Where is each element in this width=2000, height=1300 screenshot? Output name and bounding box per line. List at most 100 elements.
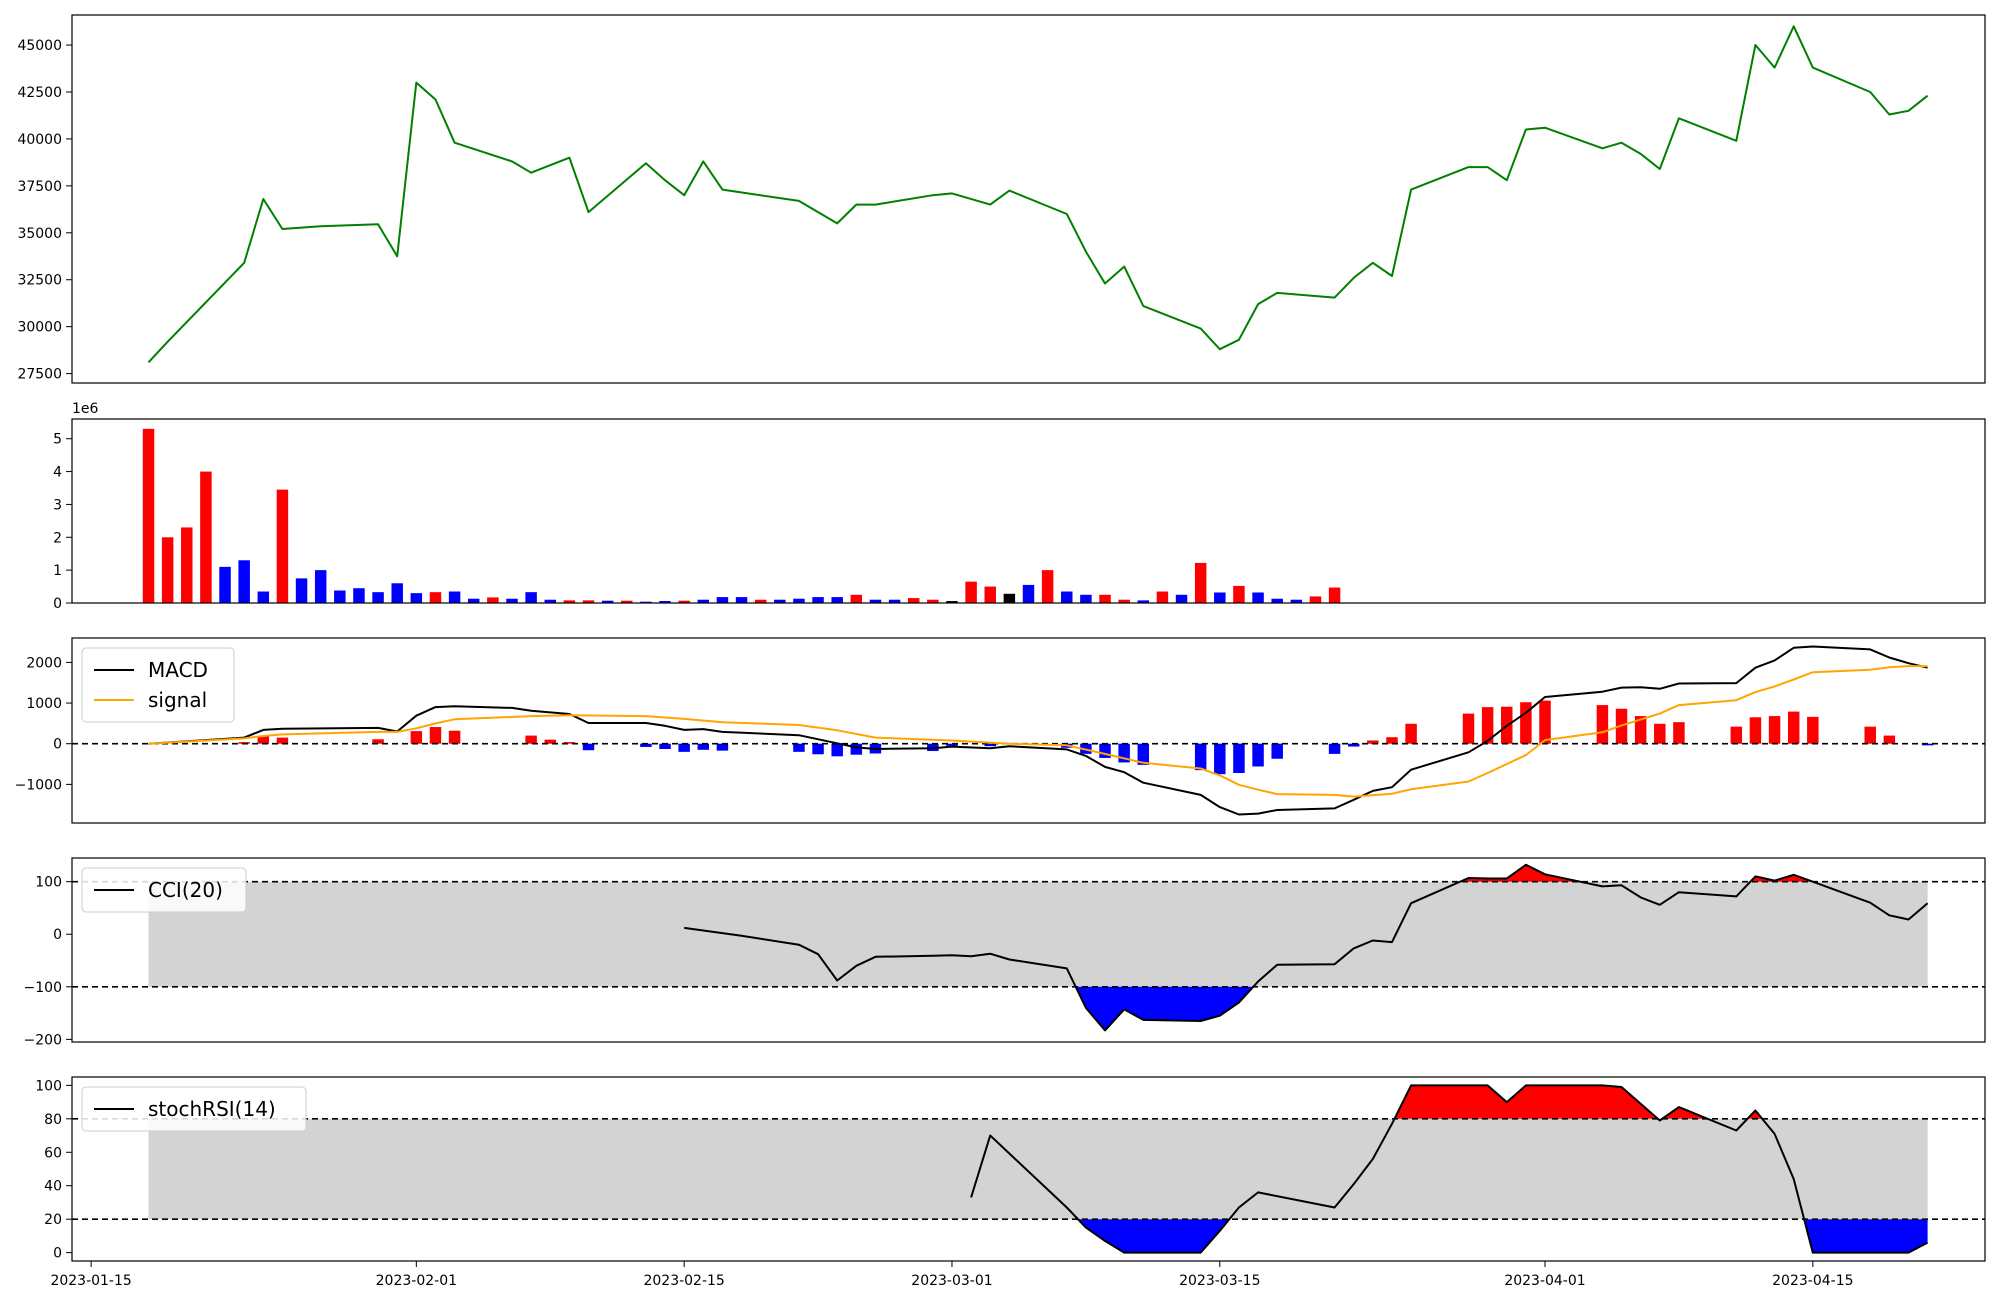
neutral-band	[148, 881, 1928, 987]
legend-box	[81, 647, 235, 723]
volume-bar	[314, 570, 327, 603]
overbought-fill	[1747, 1110, 1763, 1119]
legend-label: CCI(20)	[148, 878, 223, 902]
price-line	[147, 25, 1929, 363]
macd-line	[148, 645, 1928, 816]
macd-histogram-bar	[1596, 705, 1609, 744]
volume-bar	[161, 537, 174, 603]
volume-bar	[487, 597, 499, 603]
macd-histogram-bar	[659, 743, 671, 749]
macd-histogram-bar	[372, 739, 384, 744]
volume-bar	[1309, 596, 1322, 603]
y-tick-label: 2000	[26, 655, 62, 671]
y-tick-label: 32500	[17, 273, 62, 289]
macd-histogram-bar	[276, 737, 289, 744]
volume-bar	[946, 601, 958, 603]
y-tick-label: 0	[53, 927, 62, 943]
macd-histogram-bar	[1137, 743, 1150, 765]
oversold-fill	[1804, 1219, 1928, 1253]
volume-bar	[1214, 592, 1226, 603]
volume-bar	[276, 489, 289, 603]
macd-histogram-bar	[793, 743, 805, 752]
macd-histogram-bar	[1347, 743, 1360, 747]
macd-histogram-bar	[1883, 735, 1896, 744]
volume-bar	[1061, 591, 1073, 603]
volume-bar	[1003, 593, 1016, 603]
macd-histogram-bar	[1233, 743, 1245, 773]
y-tick-label: 3	[53, 497, 62, 513]
volume-bar	[716, 597, 729, 603]
macd-histogram-bar	[1673, 722, 1685, 744]
volume-bar	[200, 471, 212, 603]
volume-bar	[754, 599, 767, 603]
x-tick-label: 2023-04-15	[1772, 1273, 1853, 1289]
legend-box	[81, 867, 247, 913]
volume-bar	[640, 601, 652, 603]
y-tick-label: 0	[53, 1246, 62, 1262]
volume-bar	[1252, 592, 1264, 603]
macd-histogram-bar	[448, 730, 461, 744]
volume-bar	[793, 598, 805, 603]
y-tick-label: 4	[53, 465, 62, 481]
volume-bar	[965, 581, 977, 603]
macd-histogram-bar	[1214, 743, 1226, 775]
panel-stochrsi: 0 20 40 60 80 100 stochRSI(14) 2023-01-15 2023-0…	[35, 1076, 1986, 1289]
volume-bar	[181, 527, 193, 603]
macd-histogram-bar	[831, 743, 843, 757]
macd-histogram-bar	[1730, 726, 1743, 744]
volume-bar	[927, 599, 939, 603]
volume-bar	[850, 594, 863, 603]
volume-bar	[295, 578, 308, 603]
macd-histogram-bar	[1271, 743, 1283, 759]
volume-bar	[1080, 594, 1092, 603]
macd-histogram-bar	[1386, 737, 1398, 744]
signal-line	[148, 665, 1928, 798]
macd-histogram-bar	[544, 739, 556, 744]
volume-bar	[774, 599, 786, 603]
legend-label: stochRSI(14)	[148, 1097, 276, 1121]
legend: stochRSI(14)	[81, 1086, 307, 1132]
y-tick-label: 40000	[17, 132, 62, 148]
y-tick-label: 60	[44, 1145, 62, 1161]
cci-20--line	[684, 863, 1929, 1032]
volume-bar	[831, 597, 843, 603]
axes-frame	[71, 14, 1986, 384]
y-tick-label: 30000	[17, 320, 62, 336]
volume-bar	[219, 566, 231, 603]
macd-histogram-bar	[697, 743, 710, 750]
volume-bar	[544, 599, 556, 603]
macd-histogram-bar	[1405, 723, 1417, 744]
volume-bar	[353, 588, 365, 603]
macd-histogram-bar	[716, 743, 729, 751]
volume-bar	[372, 592, 384, 603]
y-tick-label: 0	[53, 596, 62, 612]
volume-bar	[1290, 599, 1303, 603]
oversold-fill	[1077, 1219, 1230, 1253]
macd-histogram-bar	[1118, 743, 1130, 763]
volume-bar	[1271, 598, 1283, 603]
volume-bar	[257, 591, 270, 603]
y-tick-label: 37500	[17, 179, 62, 195]
y-tick-label: 40	[44, 1179, 62, 1195]
macd-histogram-bar	[429, 727, 442, 744]
axes-frame	[71, 637, 1986, 824]
macd-histogram-bar	[1481, 707, 1494, 744]
volume-bar	[1022, 584, 1035, 603]
y-tick-label: 1000	[26, 696, 62, 712]
macd-histogram-bar	[850, 743, 863, 755]
macd-histogram-bar	[1367, 740, 1379, 744]
x-tick-label: 2023-03-15	[1179, 1273, 1260, 1289]
volume-bar	[984, 586, 996, 603]
volume-bar	[888, 599, 901, 603]
y-tick-label: 100	[35, 875, 62, 891]
macd-histogram-bar	[1749, 717, 1762, 744]
macd-histogram-bar	[1462, 713, 1475, 744]
macd-histogram-bar	[1539, 700, 1551, 744]
neutral-band	[148, 1118, 1928, 1220]
volume-bar	[506, 598, 518, 603]
x-tick-label: 2023-02-15	[643, 1273, 724, 1289]
volume-bar	[467, 598, 480, 603]
macd-histogram-bar	[238, 742, 250, 744]
volume-bar	[907, 598, 920, 603]
volume-bar	[238, 560, 250, 603]
